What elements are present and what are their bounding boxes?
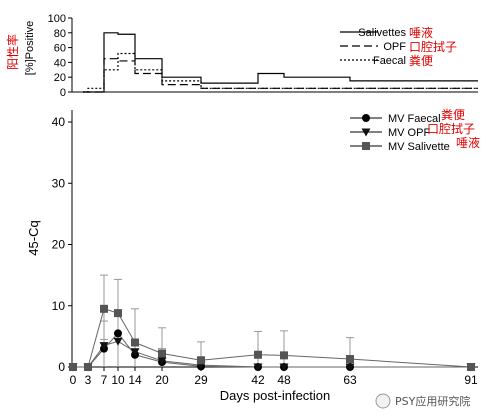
top-legend-label: Salivettes bbox=[358, 27, 406, 39]
top-legend-label-zh: 唾液 bbox=[409, 25, 433, 40]
bottom-y-ticks: 0 10 20 30 40 bbox=[52, 115, 72, 374]
circle-marker bbox=[114, 329, 122, 338]
watermark-logo-icon bbox=[375, 393, 391, 409]
x-tick-label: 29 bbox=[194, 373, 208, 387]
legend-square-marker bbox=[362, 142, 370, 150]
top-y-axis-label-zh: 阳性率 bbox=[5, 34, 20, 70]
square-marker bbox=[131, 338, 139, 347]
x-tick-label: 48 bbox=[277, 373, 291, 387]
square-marker bbox=[114, 309, 122, 318]
top-legend-label: Faecal bbox=[373, 55, 406, 67]
x-axis-label: Days post-infection bbox=[220, 388, 331, 403]
bottom-legend-label: MV Salivette bbox=[388, 141, 450, 153]
top-y-tick-label: 0 bbox=[60, 87, 66, 99]
bottom-y-tick-label: 20 bbox=[52, 238, 66, 252]
bottom-series-lines bbox=[73, 308, 472, 368]
square-marker bbox=[84, 363, 92, 371]
triangle-marker bbox=[130, 348, 140, 357]
top-y-tick-label: 20 bbox=[54, 72, 66, 84]
bottom-legend-label-zh: 粪便 bbox=[441, 108, 465, 122]
triangle-marker bbox=[345, 363, 355, 372]
x-tick-label: 0 bbox=[70, 373, 77, 387]
legend-triangle-marker bbox=[361, 128, 371, 137]
top-series-line bbox=[83, 52, 478, 93]
square-marker bbox=[197, 356, 205, 365]
positivity-panel: 0 20 40 60 80 100 [%]Positive 阳性率 Salivettes 唾… bbox=[5, 13, 478, 99]
triangle-marker bbox=[113, 337, 123, 346]
square-marker bbox=[158, 349, 166, 358]
top-series-lines bbox=[83, 32, 478, 93]
data-markers bbox=[68, 304, 476, 372]
top-series-line bbox=[83, 58, 478, 93]
bottom-y-tick-label: 0 bbox=[58, 360, 65, 374]
top-legend-label-zh: 口腔拭子 bbox=[409, 39, 457, 54]
bottom-y-tick-label: 30 bbox=[52, 176, 66, 190]
square-marker bbox=[346, 355, 354, 364]
bottom-legend-label-zh: 口腔拭子 bbox=[427, 121, 475, 136]
top-y-ticks: 0 20 40 60 80 100 bbox=[48, 13, 72, 99]
x-tick-label: 63 bbox=[343, 373, 357, 387]
top-y-tick-label: 100 bbox=[48, 13, 66, 25]
top-legend-label: OPF bbox=[383, 41, 406, 53]
x-tick-label: 7 bbox=[101, 373, 108, 387]
bottom-series-line bbox=[73, 308, 472, 368]
top-legend-label-zh: 粪便 bbox=[409, 54, 433, 68]
square-marker bbox=[254, 350, 262, 359]
bottom-legend-label: MV OPF bbox=[388, 127, 430, 139]
square-marker bbox=[467, 363, 475, 371]
top-y-tick-label: 60 bbox=[54, 43, 66, 55]
bottom-y-axis-label: 45-Cq bbox=[26, 220, 41, 255]
x-tick-label: 20 bbox=[155, 373, 169, 387]
bottom-legend-label-zh: 唾液 bbox=[456, 135, 480, 150]
x-tick-label: 14 bbox=[128, 373, 142, 387]
x-tick-label: 91 bbox=[464, 373, 478, 387]
watermark-text: PSY应用研究院 bbox=[395, 394, 470, 408]
square-marker bbox=[280, 351, 288, 360]
triangle-marker bbox=[253, 363, 263, 372]
square-marker bbox=[69, 363, 77, 371]
bottom-x-ticks: 0 3 7 10 14 20 29 42 48 63 91 bbox=[70, 367, 478, 387]
top-y-tick-label: 80 bbox=[54, 28, 66, 40]
bottom-legend-label: MV Faecal bbox=[388, 113, 441, 125]
top-y-axis-label: [%]Positive bbox=[24, 21, 36, 75]
top-y-tick-label: 40 bbox=[54, 57, 66, 69]
legend-circle-marker bbox=[362, 114, 370, 122]
top-series-line bbox=[83, 32, 478, 93]
x-tick-label: 3 bbox=[85, 373, 92, 387]
bottom-y-tick-label: 40 bbox=[52, 115, 66, 129]
square-marker bbox=[100, 304, 108, 313]
triangle-marker bbox=[99, 342, 109, 351]
watermark: PSY应用研究院 bbox=[375, 393, 470, 409]
triangle-marker bbox=[157, 357, 167, 366]
triangle-marker bbox=[279, 363, 289, 372]
x-tick-label: 42 bbox=[251, 373, 265, 387]
x-tick-label: 10 bbox=[111, 373, 125, 387]
bottom-y-tick-label: 10 bbox=[52, 299, 66, 313]
